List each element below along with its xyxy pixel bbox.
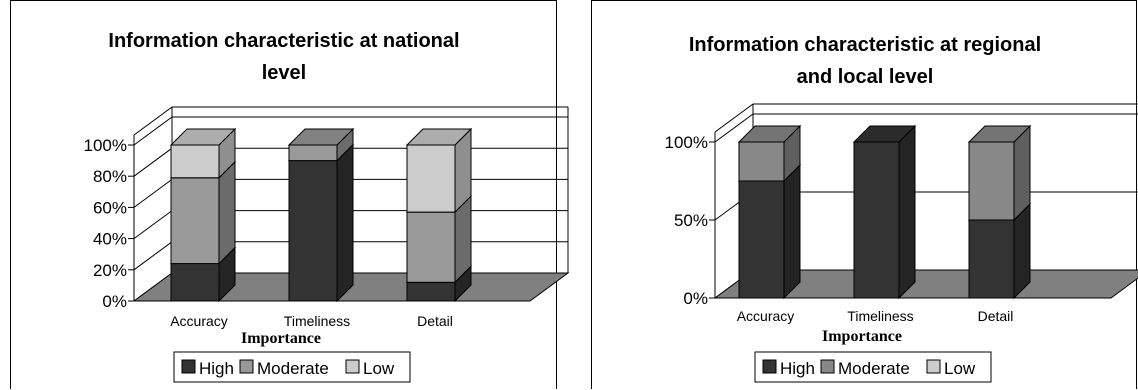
bar-segment-high-detail <box>968 219 1015 299</box>
legend-swatch-low <box>926 359 941 374</box>
chart-panel-regional: Information characteristic at regional an… <box>591 0 1138 389</box>
grid-diagonal <box>133 116 173 146</box>
x-category-label: Detail <box>978 308 1014 324</box>
legend-label-high: High <box>780 359 815 378</box>
bar-top-low-detail <box>405 128 473 146</box>
bar-top-moderate-timeliness <box>287 128 355 146</box>
legend-label-high: High <box>199 359 234 378</box>
bar-top-moderate-detail <box>967 125 1032 143</box>
chart-title: and local level <box>797 66 934 88</box>
chart-panel-national: Information characteristic at national le… <box>10 0 570 389</box>
legend-label-low: Low <box>944 359 976 378</box>
bar-segment-moderate-detail <box>968 141 1015 221</box>
bar-segment-moderate-detail <box>406 211 456 283</box>
bar-segment-low-detail <box>406 144 456 213</box>
grid-diagonal <box>133 241 173 271</box>
grid-diagonal <box>133 147 173 177</box>
grid-diagonal <box>133 210 173 240</box>
bar-top-high-timeliness <box>852 125 917 143</box>
legend-swatch-low <box>345 359 360 374</box>
y-tick-label: 0% <box>683 289 708 308</box>
y-tick-label: 50% <box>674 211 708 230</box>
x-axis-title: Importance <box>822 328 902 345</box>
y-tick-label: 40% <box>93 230 127 249</box>
y-tick-label: 100% <box>84 136 127 155</box>
bar-segment-high-timeliness <box>288 160 338 302</box>
legend-swatch-high <box>181 359 196 374</box>
bar-segment-low-accuracy <box>170 144 220 179</box>
y-tick-label: 100% <box>665 133 708 152</box>
bar-side-moderate-accuracy <box>218 160 236 265</box>
bar-segment-high-accuracy <box>170 263 220 302</box>
bar-segment-high-detail <box>406 281 456 302</box>
bar-side-high-timeliness <box>336 143 354 303</box>
bar-segment-high-accuracy <box>738 180 785 299</box>
legend-swatch-moderate <box>820 359 835 374</box>
y-tick-label: 0% <box>102 292 127 311</box>
x-category-label: Accuracy <box>737 308 795 324</box>
chart-national: Information characteristic at national le… <box>84 30 570 383</box>
grid-diagonal <box>714 113 754 143</box>
y-tick-label: 80% <box>93 167 127 186</box>
legend-swatch-high <box>762 359 777 374</box>
side-wall-top <box>714 103 754 133</box>
bar-segment-high-timeliness <box>853 141 900 299</box>
legend-label-moderate: Moderate <box>838 359 910 378</box>
y-tick-label: 60% <box>93 198 127 217</box>
grid-diagonal <box>133 178 173 208</box>
bar-segment-moderate-accuracy <box>170 177 220 265</box>
x-category-label: Timeliness <box>284 313 350 329</box>
bar-top-low-accuracy <box>169 128 237 146</box>
legend-box <box>173 351 411 383</box>
bar-segment-moderate-timeliness <box>288 144 338 162</box>
y-tick-label: 20% <box>93 261 127 280</box>
legend-label-low: Low <box>363 359 395 378</box>
x-axis-title: Importance <box>241 330 321 347</box>
chart-title: Information characteristic at national <box>108 30 459 52</box>
bar-top-moderate-accuracy <box>737 125 802 143</box>
x-category-label: Accuracy <box>170 313 228 329</box>
chart-regional: Information characteristic at regional an… <box>665 34 1138 383</box>
x-category-label: Detail <box>417 313 453 329</box>
x-category-label: Timeliness <box>847 308 913 324</box>
legend-box <box>754 351 992 383</box>
bar-side-high-accuracy <box>783 163 801 300</box>
legend-label-moderate: Moderate <box>257 359 329 378</box>
legend-swatch-moderate <box>239 359 254 374</box>
bar-side-high-timeliness <box>898 124 916 300</box>
side-wall-top <box>133 106 173 136</box>
chart-title: level <box>262 62 306 84</box>
bar-segment-moderate-accuracy <box>738 141 785 182</box>
chart-title: Information characteristic at regional <box>689 34 1041 56</box>
